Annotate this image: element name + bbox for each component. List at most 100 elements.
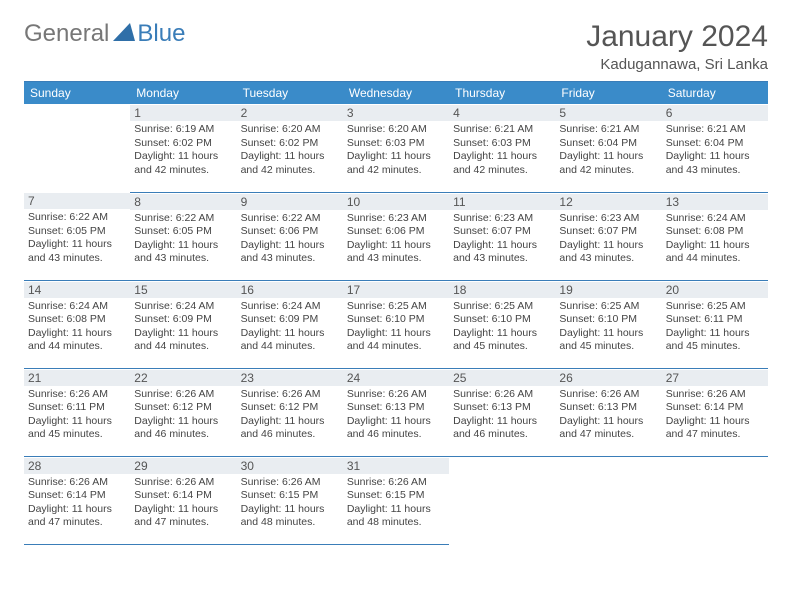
day-info: Sunrise: 6:24 AMSunset: 6:08 PMDaylight:… bbox=[28, 300, 126, 355]
day-info: Sunrise: 6:24 AMSunset: 6:09 PMDaylight:… bbox=[241, 300, 339, 355]
calendar-day-cell: 27 Sunrise: 6:26 AMSunset: 6:14 PMDayligh… bbox=[662, 368, 768, 456]
day-info: Sunrise: 6:21 AMSunset: 6:04 PMDaylight:… bbox=[666, 123, 764, 178]
day-number: 25 bbox=[449, 370, 555, 386]
weekday-header: Sunday bbox=[24, 82, 130, 104]
day-number: 20 bbox=[662, 282, 768, 298]
day-number: 24 bbox=[343, 370, 449, 386]
calendar-day-cell: 1Sunrise: 6:19 AMSunset: 6:02 PMDaylight… bbox=[130, 104, 236, 192]
day-number: 27 bbox=[662, 370, 768, 386]
day-number: 7 bbox=[24, 193, 130, 209]
day-info: Sunrise: 6:25 AMSunset: 6:11 PMDaylight:… bbox=[666, 300, 764, 355]
day-info: Sunrise: 6:26 AMSunset: 6:13 PMDaylight:… bbox=[453, 388, 551, 443]
calendar-day-cell: 13 Sunrise: 6:24 AMSunset: 6:08 PMDayligh… bbox=[662, 192, 768, 280]
weekday-header: Thursday bbox=[449, 82, 555, 104]
title-block: January 2024 Kadugannawa, Sri Lanka bbox=[586, 20, 768, 73]
day-number: 2 bbox=[237, 105, 343, 121]
day-number: 5 bbox=[555, 105, 661, 121]
day-info: Sunrise: 6:26 AMSunset: 6:13 PMDaylight:… bbox=[559, 388, 657, 443]
month-title: January 2024 bbox=[586, 20, 768, 54]
brand-logo: General Blue bbox=[24, 20, 185, 48]
day-info: Sunrise: 6:26 AMSunset: 6:12 PMDaylight:… bbox=[241, 388, 339, 443]
calendar-day-cell: 10Sunrise: 6:23 AMSunset: 6:06 PMDayligh… bbox=[343, 192, 449, 280]
day-number: 19 bbox=[555, 282, 661, 298]
day-info: Sunrise: 6:26 AMSunset: 6:11 PMDaylight:… bbox=[28, 388, 126, 443]
day-number: 26 bbox=[555, 370, 661, 386]
weekday-header: Friday bbox=[555, 82, 661, 104]
day-number: 4 bbox=[449, 105, 555, 121]
day-number: 23 bbox=[237, 370, 343, 386]
day-info: Sunrise: 6:22 AMSunset: 6:05 PMDaylight:… bbox=[134, 212, 232, 267]
location-text: Kadugannawa, Sri Lanka bbox=[586, 56, 768, 73]
calendar-day-cell: 19 Sunrise: 6:25 AMSunset: 6:10 PMDayligh… bbox=[555, 280, 661, 368]
calendar-day-cell: 22 Sunrise: 6:26 AMSunset: 6:12 PMDayligh… bbox=[130, 368, 236, 456]
day-info: Sunrise: 6:25 AMSunset: 6:10 PMDaylight:… bbox=[559, 300, 657, 355]
calendar-table: SundayMondayTuesdayWednesdayThursdayFrid… bbox=[24, 82, 768, 545]
calendar-day-cell: 8Sunrise: 6:22 AMSunset: 6:05 PMDaylight… bbox=[130, 192, 236, 280]
day-info: Sunrise: 6:26 AMSunset: 6:14 PMDaylight:… bbox=[134, 476, 232, 531]
day-number: 22 bbox=[130, 370, 236, 386]
day-info: Sunrise: 6:26 AMSunset: 6:14 PMDaylight:… bbox=[666, 388, 764, 443]
calendar-week-row: 21 Sunrise: 6:26 AMSunset: 6:11 PMDayligh… bbox=[24, 368, 768, 456]
calendar-day-cell: 9 Sunrise: 6:22 AMSunset: 6:06 PMDaylight… bbox=[237, 192, 343, 280]
day-number: 13 bbox=[662, 194, 768, 210]
calendar-day-cell: 30Sunrise: 6:26 AMSunset: 6:15 PMDayligh… bbox=[237, 456, 343, 544]
calendar-day-cell: 21 Sunrise: 6:26 AMSunset: 6:11 PMDayligh… bbox=[24, 368, 130, 456]
calendar-week-row: 14 Sunrise: 6:24 AMSunset: 6:08 PMDayligh… bbox=[24, 280, 768, 368]
day-number: 15 bbox=[130, 282, 236, 298]
calendar-day-cell: 18 Sunrise: 6:25 AMSunset: 6:10 PMDayligh… bbox=[449, 280, 555, 368]
day-info: Sunrise: 6:23 AMSunset: 6:07 PMDaylight:… bbox=[559, 212, 657, 267]
brand-part2: Blue bbox=[137, 20, 185, 48]
day-info: Sunrise: 6:26 AMSunset: 6:13 PMDaylight:… bbox=[347, 388, 445, 443]
day-number: 31 bbox=[343, 458, 449, 474]
day-number: 9 bbox=[237, 194, 343, 210]
day-info: Sunrise: 6:20 AMSunset: 6:02 PMDaylight:… bbox=[241, 123, 339, 178]
day-number: 29 bbox=[130, 458, 236, 474]
day-number: 18 bbox=[449, 282, 555, 298]
calendar-day-cell: 14 Sunrise: 6:24 AMSunset: 6:08 PMDayligh… bbox=[24, 280, 130, 368]
day-info: Sunrise: 6:19 AMSunset: 6:02 PMDaylight:… bbox=[134, 123, 232, 178]
calendar-week-row: 28Sunrise: 6:26 AMSunset: 6:14 PMDayligh… bbox=[24, 456, 768, 544]
day-info: Sunrise: 6:22 AMSunset: 6:05 PMDaylight:… bbox=[28, 211, 126, 266]
day-number: 16 bbox=[237, 282, 343, 298]
calendar-day-cell: 12 Sunrise: 6:23 AMSunset: 6:07 PMDayligh… bbox=[555, 192, 661, 280]
day-number: 11 bbox=[449, 194, 555, 210]
calendar-day-cell: 16 Sunrise: 6:24 AMSunset: 6:09 PMDayligh… bbox=[237, 280, 343, 368]
calendar-day-cell bbox=[24, 104, 130, 192]
day-info: Sunrise: 6:22 AMSunset: 6:06 PMDaylight:… bbox=[241, 212, 339, 267]
day-info: Sunrise: 6:23 AMSunset: 6:07 PMDaylight:… bbox=[453, 212, 551, 267]
calendar-day-cell: 28 Sunrise: 6:26 AMSunset: 6:14 PMDayligh… bbox=[24, 456, 130, 544]
day-number: 10 bbox=[343, 194, 449, 210]
calendar-day-cell: 25 Sunrise: 6:26 AMSunset: 6:13 PMDayligh… bbox=[449, 368, 555, 456]
day-info: Sunrise: 6:26 AMSunset: 6:14 PMDaylight:… bbox=[28, 476, 126, 531]
day-number: 21 bbox=[24, 370, 130, 386]
day-info: Sunrise: 6:21 AMSunset: 6:03 PMDaylight:… bbox=[453, 123, 551, 178]
calendar-week-row: 1Sunrise: 6:19 AMSunset: 6:02 PMDaylight… bbox=[24, 104, 768, 192]
calendar-day-cell: 3Sunrise: 6:20 AMSunset: 6:03 PMDaylight… bbox=[343, 104, 449, 192]
brand-part1: General bbox=[24, 20, 109, 48]
calendar-day-cell: 26 Sunrise: 6:26 AMSunset: 6:13 PMDayligh… bbox=[555, 368, 661, 456]
weekday-header-row: SundayMondayTuesdayWednesdayThursdayFrid… bbox=[24, 82, 768, 104]
weekday-header: Monday bbox=[130, 82, 236, 104]
day-info: Sunrise: 6:25 AMSunset: 6:10 PMDaylight:… bbox=[453, 300, 551, 355]
calendar-day-cell: 4 Sunrise: 6:21 AMSunset: 6:03 PMDaylight… bbox=[449, 104, 555, 192]
calendar-day-cell: 15 Sunrise: 6:24 AMSunset: 6:09 PMDayligh… bbox=[130, 280, 236, 368]
day-info: Sunrise: 6:24 AMSunset: 6:08 PMDaylight:… bbox=[666, 212, 764, 267]
calendar-day-cell bbox=[555, 456, 661, 544]
day-number: 17 bbox=[343, 282, 449, 298]
calendar-day-cell: 2 Sunrise: 6:20 AMSunset: 6:02 PMDaylight… bbox=[237, 104, 343, 192]
day-number: 14 bbox=[24, 282, 130, 298]
day-info: Sunrise: 6:26 AMSunset: 6:12 PMDaylight:… bbox=[134, 388, 232, 443]
day-info: Sunrise: 6:25 AMSunset: 6:10 PMDaylight:… bbox=[347, 300, 445, 355]
day-number: 6 bbox=[662, 105, 768, 121]
weekday-header: Tuesday bbox=[237, 82, 343, 104]
day-info: Sunrise: 6:26 AMSunset: 6:15 PMDaylight:… bbox=[241, 476, 339, 531]
calendar-day-cell bbox=[449, 456, 555, 544]
calendar-day-cell: 7 Sunrise: 6:22 AMSunset: 6:05 PMDaylight… bbox=[24, 192, 130, 280]
day-number: 12 bbox=[555, 194, 661, 210]
day-info: Sunrise: 6:26 AMSunset: 6:15 PMDaylight:… bbox=[347, 476, 445, 531]
calendar-day-cell: 29 Sunrise: 6:26 AMSunset: 6:14 PMDayligh… bbox=[130, 456, 236, 544]
calendar-week-row: 7Sunrise: 6:22 AMSunset: 6:05 PMDaylight… bbox=[24, 192, 768, 280]
day-number: 28 bbox=[24, 458, 130, 474]
calendar-day-cell: 24 Sunrise: 6:26 AMSunset: 6:13 PMDayligh… bbox=[343, 368, 449, 456]
day-info: Sunrise: 6:24 AMSunset: 6:09 PMDaylight:… bbox=[134, 300, 232, 355]
